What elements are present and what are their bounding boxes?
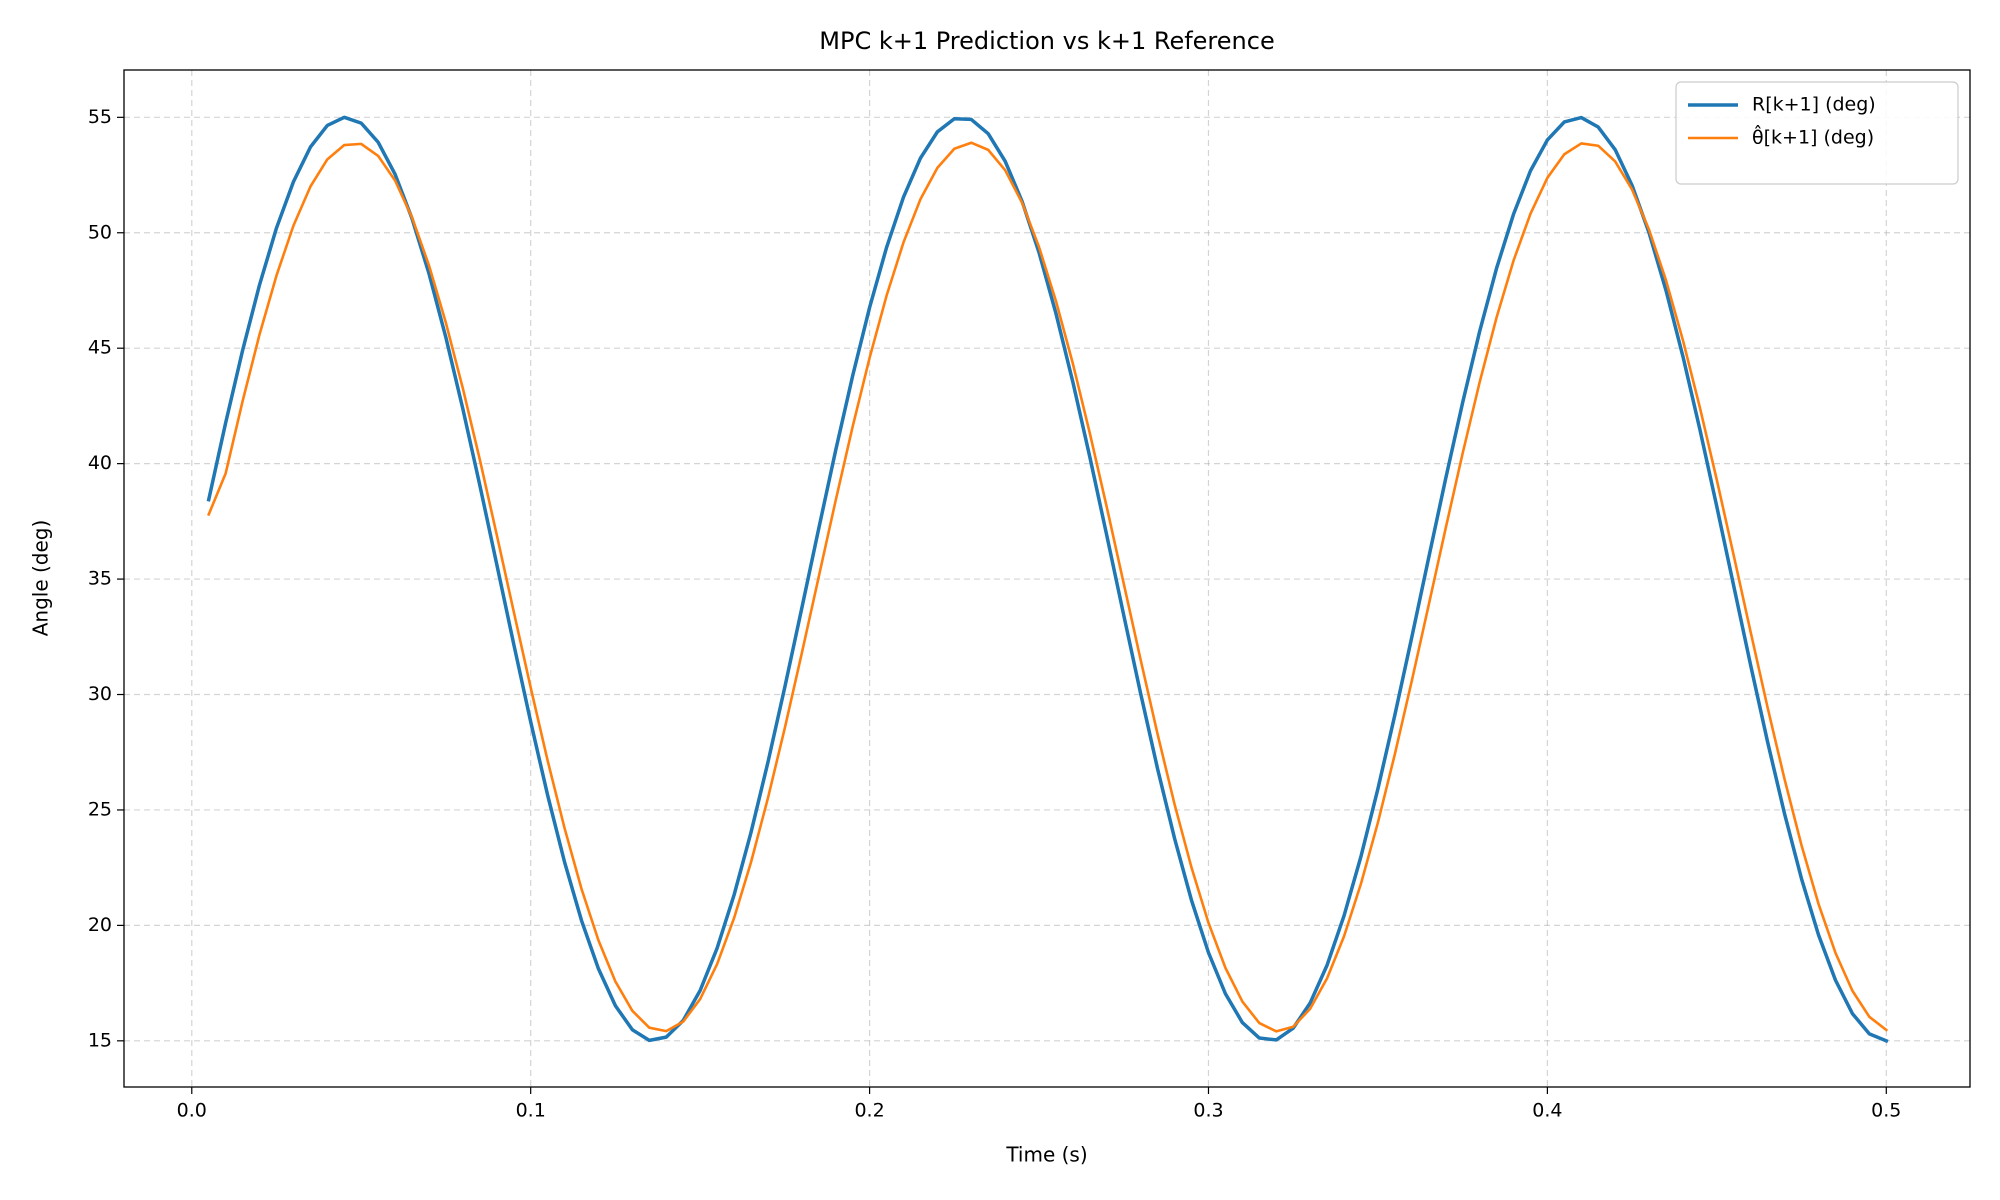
y-tick-label: 15	[88, 1029, 112, 1051]
y-axis-label: Angle (deg)	[29, 520, 53, 637]
legend-label: R[k+1] (deg)	[1752, 94, 1876, 116]
x-axis-label: Time (s)	[1005, 1143, 1087, 1167]
y-tick-label: 45	[88, 337, 112, 359]
x-tick-label: 0.2	[854, 1100, 884, 1122]
x-tick-label: 0.0	[177, 1100, 207, 1122]
plot-frame	[123, 69, 1971, 1088]
y-tick-label: 50	[88, 221, 112, 243]
chart-title: MPC k+1 Prediction vs k+1 Reference	[819, 27, 1274, 55]
y-tick-label: 20	[88, 914, 112, 936]
y-tick-label: 35	[88, 568, 112, 590]
legend-label: θ̂[k+1] (deg)	[1752, 124, 1874, 148]
x-tick-label: 0.1	[516, 1100, 546, 1122]
data-line	[206, 115, 1889, 1044]
legend-box	[1675, 81, 1959, 185]
y-tick-label: 55	[88, 106, 112, 128]
y-tick-label: 25	[88, 798, 112, 820]
x-tick-label: 0.3	[1193, 1100, 1223, 1122]
data-line	[207, 141, 1889, 1033]
x-tick-label: 0.4	[1532, 1100, 1562, 1122]
y-tick-label: 30	[88, 683, 112, 705]
y-tick-label: 40	[88, 452, 112, 474]
x-tick-label: 0.5	[1871, 1100, 1901, 1122]
legend: R[k+1] (deg) θ̂[k+1] (deg)	[1675, 81, 1959, 185]
